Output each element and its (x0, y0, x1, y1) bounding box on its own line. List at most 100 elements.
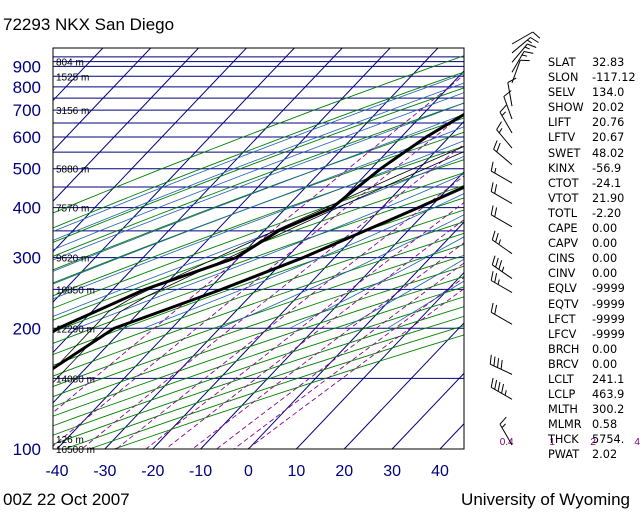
index-name: LCLP (548, 388, 576, 402)
temperature-tick-label: 0 (244, 463, 253, 480)
pressure-tick-label: 400 (13, 199, 41, 218)
barb-flag (523, 51, 534, 54)
mixing-ratio-line (165, 219, 464, 449)
height-label: 804 m (56, 58, 84, 69)
barb-flag (494, 304, 498, 315)
index-name: KINX (548, 161, 575, 175)
index-name: PWAT (548, 448, 580, 462)
barb-flag (493, 356, 496, 366)
index-value: 20.67 (592, 131, 625, 145)
height-label: 5880 m (56, 165, 89, 176)
barb-flag (493, 140, 498, 150)
index-value: 20.02 (592, 101, 625, 115)
index-value: 241.1 (592, 372, 625, 386)
isotherm (53, 48, 295, 303)
barb-staff (490, 280, 513, 293)
index-value: 32.83 (592, 56, 625, 69)
height-label: 1525 m (56, 72, 89, 83)
barb-flag (500, 359, 503, 370)
index-row-kinx: KINX -56.9 (548, 161, 638, 176)
index-name: LFCV (548, 327, 577, 341)
index-row-thck: THCK 5754. (548, 432, 638, 447)
dry-adiabat (53, 243, 464, 387)
wind-barb (511, 59, 530, 84)
pressure-tick-label: 500 (13, 160, 41, 179)
wind-barb (493, 140, 513, 166)
wind-barb (489, 354, 513, 375)
barb-staff (503, 96, 513, 120)
barb-half-flag (501, 266, 505, 272)
moist-adiabat (53, 102, 464, 261)
index-value: 0.00 (592, 267, 618, 281)
wind-barb (490, 205, 513, 228)
wind-barb (507, 77, 517, 107)
index-row-cins: CINS 0.00 (548, 251, 638, 266)
isotherm (53, 48, 199, 202)
pressure-axis: 100 200 300 400 500 600 700 800 900 (13, 57, 41, 459)
mixing-ratio-line (216, 262, 464, 449)
index-row-lftv: LFTV 20.67 (548, 130, 638, 145)
pressure-tick-label: 900 (13, 57, 41, 76)
temperature-tick-label: -30 (93, 463, 116, 480)
index-name: SELV (548, 86, 576, 100)
index-name: BRCV (548, 357, 579, 371)
index-name: MLMR (548, 418, 582, 432)
index-row-slon: SLON -117.12 (548, 70, 638, 85)
index-name: MLTH (548, 403, 578, 417)
wind-barb (503, 90, 513, 120)
height-label: 16500 m (56, 445, 95, 456)
mixing-ratio-line (116, 175, 464, 449)
barb-staff (511, 51, 525, 73)
index-row-ctot: CTOT -24.1 (548, 176, 638, 191)
dry-adiabat (53, 197, 464, 344)
index-row-brcv: BRCV 0.00 (548, 357, 638, 372)
barb-staff (511, 43, 528, 63)
mixing-ratio-line (81, 143, 464, 449)
wind-barb (511, 43, 537, 63)
isotherm (152, 120, 464, 449)
index-value: -2.20 (592, 206, 622, 220)
moist-adiabat (53, 126, 464, 285)
index-row-cinv: CINV 0.00 (548, 266, 638, 281)
index-name: VTOT (548, 191, 579, 205)
barb-staff (511, 31, 534, 45)
wind-barb (499, 416, 513, 446)
index-value: -9999 (592, 282, 625, 296)
barb-half-flag (524, 46, 530, 50)
moist-adiabat (289, 236, 464, 329)
index-row-eqlv: EQLV -9999 (548, 281, 638, 296)
dry-adiabat (53, 145, 464, 297)
mixing-ratio-label: 1 (549, 437, 555, 448)
temperature-tick-label: 10 (288, 463, 306, 480)
barb-flag (498, 260, 503, 270)
wind-barb (490, 271, 513, 293)
barb-flag (501, 383, 504, 394)
index-value: 134.0 (592, 86, 625, 100)
index-name: CAPE (548, 222, 578, 236)
index-value: 5754. (592, 433, 625, 447)
index-name: BRCH (548, 342, 580, 356)
moist-adiabat (53, 82, 464, 241)
moist-adiabat (219, 214, 464, 329)
wind-barb (490, 182, 513, 205)
index-row-swet: SWET 48.02 (548, 146, 638, 161)
moist-adiabat (53, 140, 464, 300)
index-row-lift: LIFT 20.76 (548, 115, 638, 130)
isotherm (200, 171, 464, 449)
barb-flag (496, 121, 502, 130)
barb-half-flag (497, 279, 500, 285)
barb-flag (494, 184, 498, 194)
index-name: LFTV (548, 131, 576, 145)
moist-adiabat (53, 73, 464, 232)
pressure-tick-label: 700 (13, 101, 41, 120)
barb-half-flag (498, 239, 501, 245)
isotherm (53, 48, 391, 404)
barb-flag (497, 381, 501, 392)
pressure-tick-label: 100 (13, 440, 41, 459)
barb-staff (492, 239, 513, 255)
index-name: CINS (548, 252, 575, 266)
wind-barbs (489, 31, 541, 446)
index-value: 0.00 (592, 222, 618, 236)
dry-adiabat (53, 276, 464, 417)
index-value: 0.58 (592, 418, 618, 432)
